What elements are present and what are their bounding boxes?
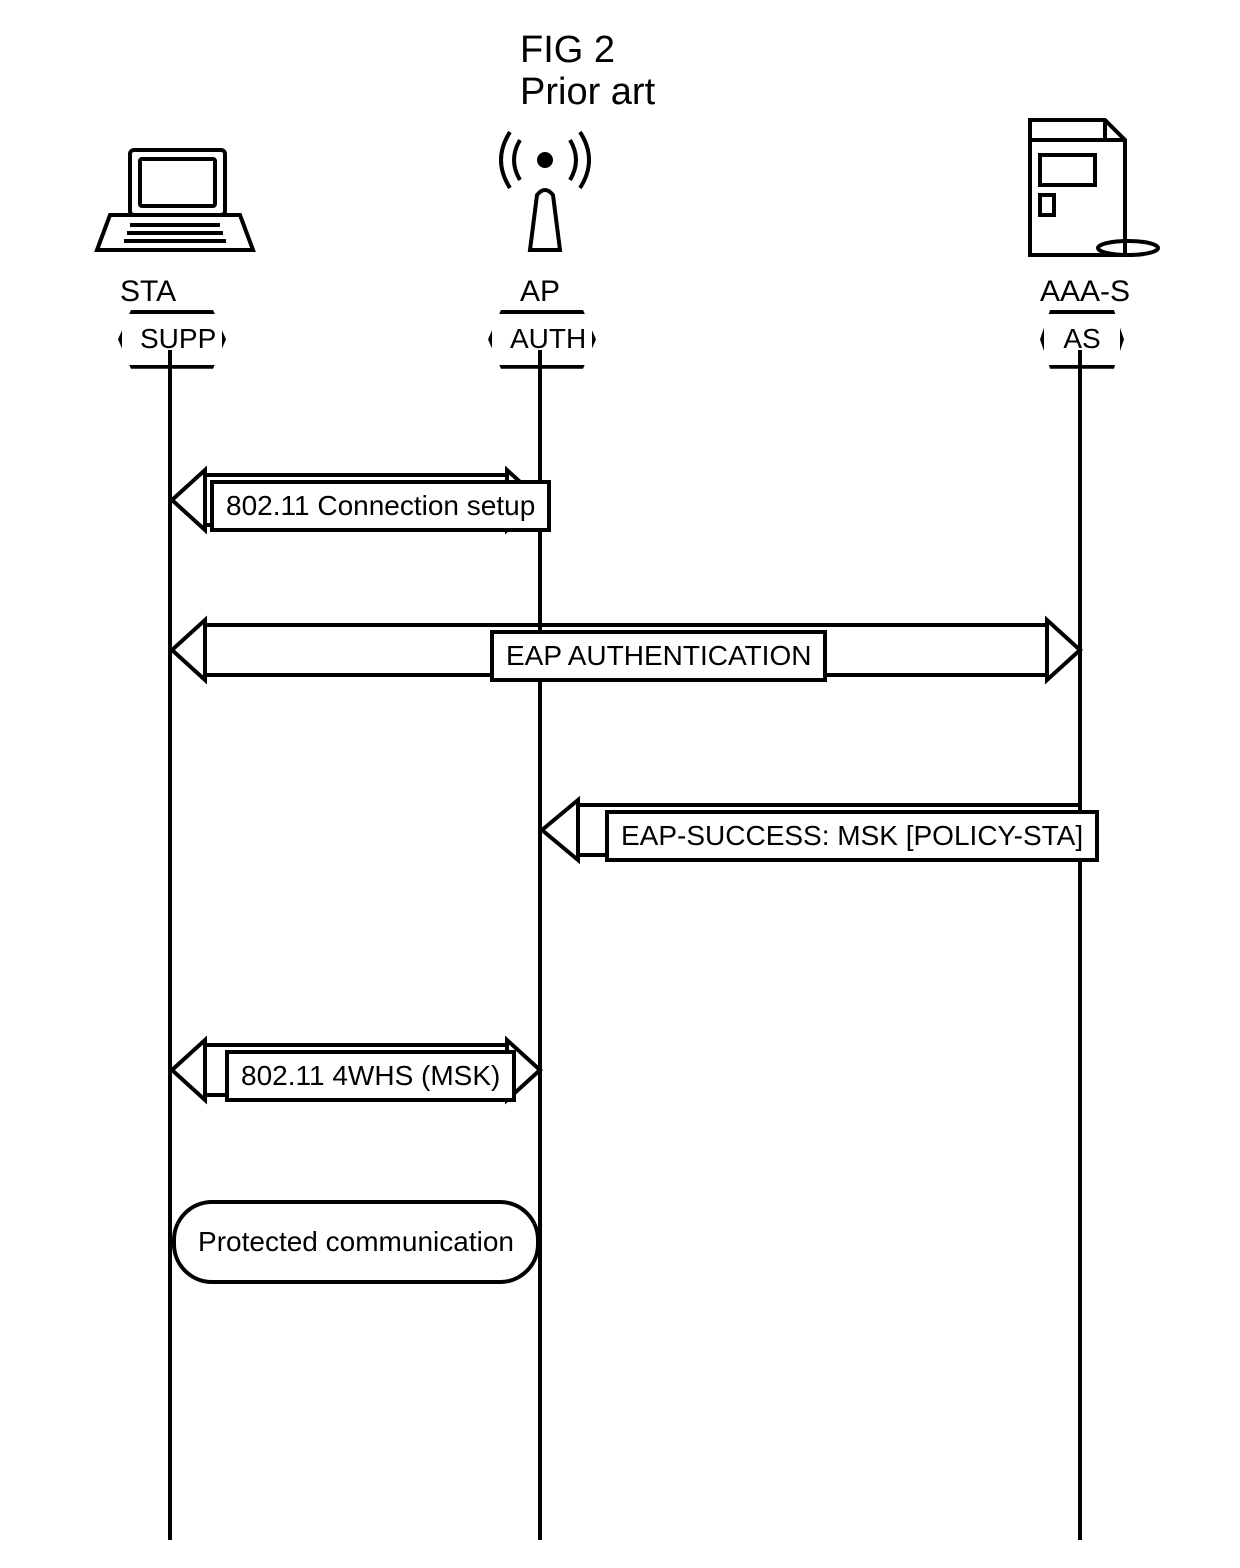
arrows-layer: [0, 0, 1240, 1568]
msg-conn-setup-text: 802.11 Connection setup: [226, 490, 535, 521]
protected-region-text: Protected communication: [198, 1226, 514, 1257]
msg-4whs: 802.11 4WHS (MSK): [225, 1050, 516, 1102]
msg-eap-success-text: EAP-SUCCESS: MSK [POLICY-STA]: [621, 820, 1083, 851]
protected-region: Protected communication: [172, 1200, 540, 1284]
msg-conn-setup: 802.11 Connection setup: [210, 480, 551, 532]
msg-eap-success: EAP-SUCCESS: MSK [POLICY-STA]: [605, 810, 1099, 862]
msg-eap-auth-text: EAP AUTHENTICATION: [506, 640, 811, 671]
msg-4whs-text: 802.11 4WHS (MSK): [241, 1060, 500, 1091]
msg-eap-auth: EAP AUTHENTICATION: [490, 630, 827, 682]
